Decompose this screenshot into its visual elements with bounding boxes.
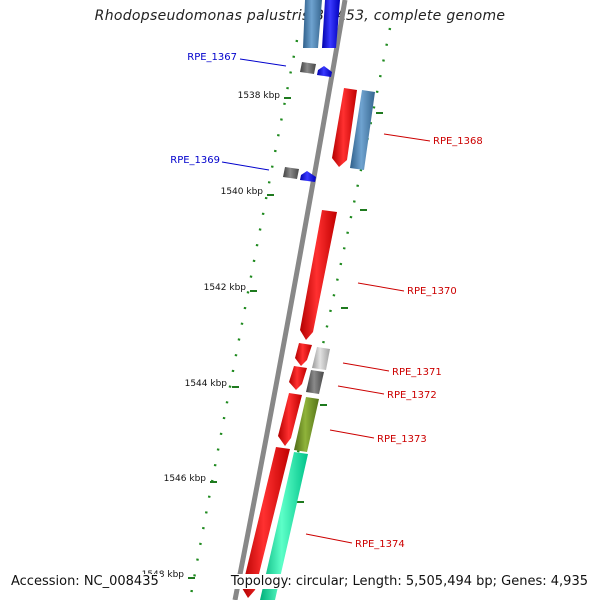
gene-red-1372[interactable] [289, 366, 307, 390]
gene-label-rpe-1369[interactable]: RPE_1369 [170, 155, 220, 166]
gene-red-1370[interactable] [300, 210, 337, 340]
label-leader-lines [221, 58, 431, 544]
gene-olive-1373[interactable] [294, 397, 319, 452]
gene-red-1373[interactable] [278, 393, 302, 446]
kbp-label-1546: 1546 kbp [164, 474, 207, 484]
accession-text: Accession: NC_008435 [9, 574, 161, 589]
gene-gray-1372[interactable] [306, 370, 324, 394]
topology-text: Topology: circular; Length: 5,505,494 bp… [228, 574, 590, 589]
kbp-label-1540: 1540 kbp [221, 187, 264, 197]
gene-blue-top[interactable] [322, 0, 340, 48]
gene-label-rpe-1368[interactable]: RPE_1368 [433, 136, 483, 147]
gene-steelblue-top[interactable] [303, 0, 322, 48]
gene-red-1374[interactable] [242, 447, 290, 598]
gene-blue-1369[interactable] [300, 171, 316, 182]
inner-dot-track [188, 39, 299, 600]
gene-steelblue-1368[interactable] [350, 90, 375, 170]
kbp-label-1538: 1538 kbp [238, 91, 281, 101]
genome-backbone [232, 0, 348, 600]
gene-aqua-1374[interactable] [260, 452, 308, 600]
kbp-tick-marks [188, 97, 291, 579]
kbp-label-1542: 1542 kbp [204, 283, 247, 293]
gene-label-rpe-1372[interactable]: RPE_1372 [387, 390, 437, 401]
gene-label-rpe-1371[interactable]: RPE_1371 [392, 367, 442, 378]
gene-gray-1367[interactable] [300, 62, 316, 74]
gene-label-rpe-1370[interactable]: RPE_1370 [407, 286, 457, 297]
gene-label-rpe-1373[interactable]: RPE_1373 [377, 434, 427, 445]
outer-tick-marks [297, 112, 383, 503]
gene-red-1371[interactable] [295, 343, 312, 366]
gene-blue-1367[interactable] [317, 66, 332, 77]
gene-gray-1369[interactable] [283, 167, 299, 179]
gene-label-rpe-1374[interactable]: RPE_1374 [355, 539, 405, 550]
topology-value: Topology: circular; Length: 5,505,494 bp… [230, 574, 588, 589]
gene-label-rpe-1367[interactable]: RPE_1367 [187, 52, 237, 63]
kbp-label-1544: 1544 kbp [185, 379, 228, 389]
kbp-label-1548: 1548 kbp [142, 570, 185, 580]
gene-red-1368[interactable] [332, 88, 357, 167]
gene-lightgray-1371[interactable] [312, 347, 330, 370]
map-title: Rhodopseudomonas palustris BisA53, compl… [94, 8, 506, 24]
